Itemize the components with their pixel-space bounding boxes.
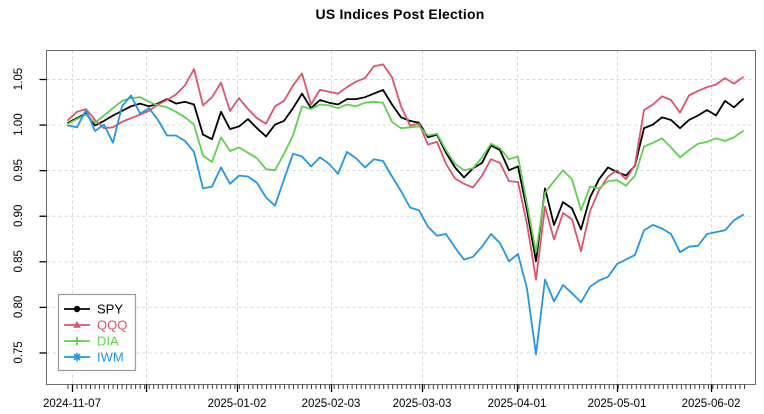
- legend-label-DIA: DIA: [97, 334, 119, 349]
- plot-frame: [46, 50, 756, 385]
- series-line-DIA: [67, 96, 744, 254]
- x-tick-label: 2025-03-03: [393, 398, 452, 410]
- legend-marker-plus: [72, 336, 82, 346]
- legend-marker-asterisk: [72, 352, 82, 362]
- y-tick-label: 0.75: [13, 341, 25, 363]
- legend-label-IWM: IWM: [97, 350, 124, 365]
- series-line-QQQ: [67, 63, 744, 281]
- y-tick-label: 0.90: [13, 205, 25, 227]
- y-tick-label: 1.05: [13, 68, 25, 90]
- x-tick-label: 2024-11-07: [43, 398, 101, 410]
- x-tick-label: 2025-06-02: [682, 398, 741, 410]
- y-tick-label: 0.80: [13, 296, 25, 318]
- legend-marker-circle: [73, 305, 81, 313]
- legend-label-SPY: SPY: [97, 302, 123, 317]
- y-tick-label: 0.95: [13, 159, 25, 181]
- series-line-IWM: [67, 94, 744, 356]
- y-tick-label: 0.85: [13, 250, 25, 272]
- x-tick-label: 2025-05-01: [588, 398, 647, 410]
- x-tick-label: 2025-04-01: [488, 398, 547, 410]
- x-tick-label: 2025-01-02: [208, 398, 267, 410]
- x-tick-label: 2025-02-03: [302, 398, 361, 410]
- chart-title: US Indices Post Election: [315, 6, 485, 22]
- y-tick-label: 1.00: [13, 113, 25, 135]
- legend-label-QQQ: QQQ: [97, 318, 127, 333]
- legend-marker-triangle: [73, 321, 81, 328]
